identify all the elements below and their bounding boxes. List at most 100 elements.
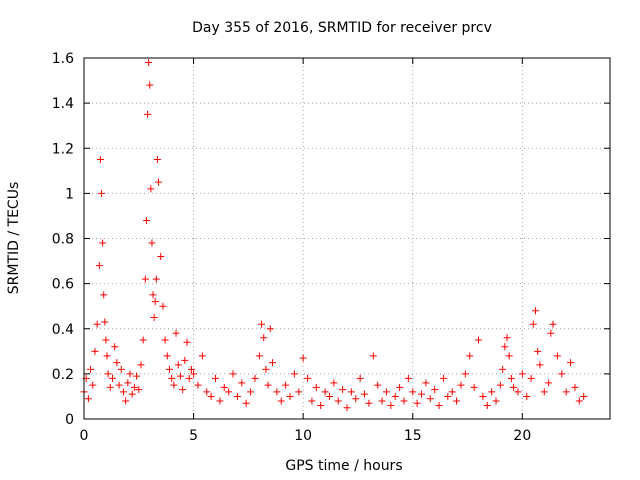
data-point: [545, 379, 553, 387]
data-point: [529, 320, 537, 328]
data-point: [87, 365, 95, 373]
data-point: [174, 361, 182, 369]
data-point: [325, 392, 333, 400]
data-point: [233, 392, 241, 400]
data-point: [531, 307, 539, 315]
data-point: [426, 395, 434, 403]
data-point: [461, 370, 469, 378]
data-point: [277, 397, 285, 405]
data-point: [93, 320, 101, 328]
data-point: [479, 392, 487, 400]
data-point: [262, 365, 270, 373]
data-point: [100, 291, 108, 299]
data-point: [179, 386, 187, 394]
y-tick-label: 1.2: [52, 141, 74, 157]
data-point: [102, 336, 110, 344]
data-point: [149, 291, 157, 299]
y-tick-label: 0.8: [52, 232, 74, 248]
chart-title: Day 355 of 2016, SRMTID for receiver prc…: [192, 20, 492, 36]
data-point: [145, 59, 153, 67]
data-point: [391, 392, 399, 400]
y-tick-label: 0.2: [52, 367, 74, 383]
data-point: [190, 370, 198, 378]
data-point: [422, 379, 430, 387]
data-point: [187, 365, 195, 373]
data-point: [369, 352, 377, 360]
data-point: [536, 361, 544, 369]
data-point: [159, 302, 167, 310]
data-point: [475, 336, 482, 344]
data-point: [220, 383, 228, 391]
data-point: [95, 262, 103, 270]
y-tick-label: 0.4: [52, 322, 74, 338]
data-point: [580, 392, 588, 400]
data-point: [404, 374, 412, 382]
data-point: [444, 392, 452, 400]
data-point: [527, 374, 535, 382]
data-point: [194, 381, 202, 389]
data-point: [453, 397, 461, 405]
data-point: [505, 352, 513, 360]
data-point: [181, 356, 189, 364]
y-tick-label: 1: [65, 186, 74, 202]
data-point: [339, 386, 347, 394]
data-point: [378, 397, 386, 405]
data-point: [198, 352, 206, 360]
data-point: [365, 399, 373, 407]
data-point: [148, 239, 156, 247]
y-tick-label: 0: [65, 412, 74, 428]
data-point: [103, 352, 111, 360]
data-point: [229, 370, 237, 378]
data-point: [207, 392, 215, 400]
data-point: [413, 399, 421, 407]
data-point: [299, 354, 307, 362]
data-point: [268, 359, 276, 367]
data-point: [117, 365, 125, 373]
data-point: [101, 318, 109, 326]
data-point: [330, 379, 338, 387]
data-point: [361, 390, 369, 398]
data-point: [457, 381, 465, 389]
data-point: [137, 361, 145, 369]
data-point: [84, 395, 92, 403]
data-point: [135, 386, 143, 394]
data-point: [387, 401, 395, 409]
data-point: [501, 343, 509, 351]
data-point: [150, 313, 158, 321]
data-point: [418, 390, 426, 398]
x-tick-label: 20: [513, 428, 531, 444]
data-point: [96, 156, 104, 164]
data-point: [374, 381, 382, 389]
data-point: [409, 388, 417, 396]
data-point: [448, 388, 456, 396]
data-point: [128, 390, 136, 398]
data-point: [282, 381, 290, 389]
data-point: [99, 239, 107, 247]
data-point: [255, 352, 263, 360]
data-point: [258, 320, 266, 328]
data-point: [104, 370, 112, 378]
data-point: [152, 275, 160, 283]
data-point: [540, 388, 548, 396]
data-point: [499, 365, 507, 373]
data-point: [133, 372, 141, 380]
data-point: [170, 381, 178, 389]
data-point: [115, 381, 123, 389]
data-point: [139, 336, 147, 344]
data-point: [396, 383, 404, 391]
data-point: [216, 397, 224, 405]
axis-tick-labels: 0 5 10 15 20 0 0.2 0.4 0.6 0.8 1 1.2 1.4 1.6: [52, 51, 532, 444]
data-point: [147, 185, 155, 193]
data-point: [507, 374, 515, 382]
data-point: [185, 374, 193, 382]
data-point: [317, 401, 325, 409]
data-point: [510, 383, 518, 391]
data-point: [549, 320, 557, 328]
data-point: [168, 374, 176, 382]
data-point: [295, 388, 303, 396]
data-point: [470, 383, 478, 391]
data-point: [126, 370, 134, 378]
data-point: [122, 397, 130, 405]
x-tick-label: 5: [189, 428, 198, 444]
data-point: [571, 383, 579, 391]
